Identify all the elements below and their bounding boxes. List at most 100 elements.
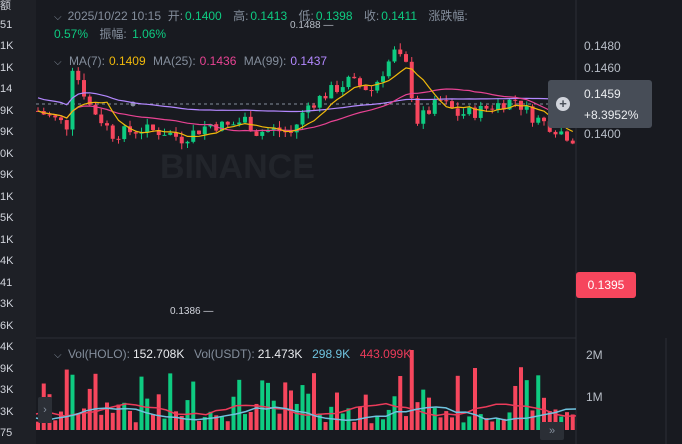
low-label: 低:	[298, 9, 314, 23]
scroll-right-button[interactable]: »	[540, 422, 564, 440]
candle-body	[524, 106, 529, 110]
volume-axis-label: 1M	[586, 390, 603, 404]
high-value: 0.1413	[250, 9, 288, 23]
left-axis-label: 4K	[0, 255, 14, 267]
candle-body	[381, 76, 385, 82]
ma7-label: MA(7):	[68, 54, 105, 68]
crosshair-price-tag[interactable]: + 0.1459 +8.3952%	[548, 80, 652, 128]
candle-body	[105, 123, 109, 126]
left-axis-label: 41	[0, 276, 13, 289]
volume-bar	[128, 410, 132, 430]
ma-collapse-icon[interactable]: ⌵	[54, 57, 62, 68]
volume-bar	[473, 368, 477, 430]
volume-bar	[570, 414, 575, 430]
candle-body	[467, 107, 472, 115]
candle-body	[398, 49, 403, 55]
volume-bar	[202, 416, 207, 430]
volume-bar	[346, 408, 351, 430]
candle-body	[409, 61, 414, 99]
candle-body	[99, 114, 104, 124]
volume-bar	[421, 389, 426, 430]
candle-body	[323, 95, 328, 99]
left-axis-label: 9K	[0, 169, 14, 181]
candle-body	[162, 134, 167, 136]
candle-body	[168, 132, 173, 135]
volume-bar	[254, 403, 259, 430]
vol-value-3: 298.9K	[312, 347, 351, 361]
candle-body	[70, 70, 75, 130]
volume-bar	[243, 414, 247, 430]
scroll-left-button[interactable]: ›	[38, 397, 52, 423]
vol-value-1: 152.708K	[132, 347, 185, 361]
volume-bar	[220, 416, 224, 430]
left-axis-label: 3K	[0, 405, 14, 418]
amplitude-value: 1.06%	[132, 27, 167, 41]
price-axis-label: 0.1460	[584, 61, 621, 75]
candle-body	[501, 103, 506, 110]
candle-body	[289, 131, 293, 133]
watermark-text: BINANCE	[160, 148, 315, 186]
ma25-line	[37, 88, 573, 132]
candle-body	[335, 85, 339, 92]
volume-bar	[381, 419, 385, 430]
left-axis-label: 额	[0, 0, 11, 12]
volume-bar	[501, 418, 506, 430]
candle-body	[421, 110, 426, 124]
candle-body	[352, 76, 357, 79]
volume-bar	[312, 373, 316, 430]
left-axis-label: 9K	[0, 126, 14, 138]
left-axis-label: 9K	[0, 104, 14, 117]
volume-bar	[122, 402, 127, 430]
candle-body	[231, 124, 236, 126]
volume-bar	[432, 408, 437, 430]
volume-ma-line-blue	[35, 406, 577, 422]
volume-bar	[156, 394, 161, 430]
price-axis-label: 0.1400	[584, 127, 621, 141]
candle-body	[369, 90, 374, 92]
candle-body	[490, 108, 495, 110]
candle-body	[461, 114, 466, 116]
candle-body	[53, 115, 58, 118]
open-value: 0.1400	[185, 9, 222, 23]
volume-bar	[93, 373, 98, 430]
open-label: 开:	[167, 9, 184, 23]
volume-axis-label: 2M	[586, 348, 603, 362]
candle-body	[375, 81, 380, 91]
candle-body	[473, 107, 477, 118]
volume-bar	[145, 398, 150, 430]
candle-body	[156, 129, 161, 136]
volume-bar	[99, 414, 104, 430]
volume-bar	[547, 411, 552, 430]
left-axis-label: 14	[0, 83, 13, 95]
ohlc-header: ⌵ 2025/10/22 10:15 开: 0.1400 高: 0.1413 低: 0.…	[54, 8, 534, 43]
volume-bar	[306, 393, 311, 430]
volume-bar	[484, 418, 489, 430]
volume-bar	[185, 400, 190, 430]
high-label: 高:	[233, 9, 249, 23]
volume-bar	[317, 413, 322, 430]
candle-body	[415, 98, 420, 124]
volume-ma-line-red	[35, 402, 577, 417]
candle-body	[87, 96, 92, 105]
volume-bar	[444, 411, 449, 430]
left-axis-label: 51	[0, 18, 13, 31]
volume-bar	[450, 417, 454, 430]
volume-bar	[386, 409, 391, 430]
volume-bar	[70, 374, 75, 430]
volume-bar	[496, 418, 500, 430]
ma7-line	[37, 67, 574, 138]
volume-bar	[133, 422, 138, 430]
volume-bar	[260, 380, 265, 430]
left-axis-label: 0K	[0, 147, 14, 160]
volume-bar	[300, 385, 305, 430]
volume-bar	[271, 400, 276, 430]
vol-collapse-icon[interactable]: ⌵	[54, 350, 62, 361]
collapse-caret-icon[interactable]: ⌵	[54, 12, 62, 23]
vol-label-1: Vol(HOLO):	[67, 347, 130, 361]
add-alert-icon[interactable]: +	[556, 97, 570, 111]
volume-bar	[323, 422, 328, 430]
left-axis-label: 6K	[0, 319, 14, 332]
candle-body	[225, 121, 230, 125]
candle-body	[513, 99, 518, 101]
